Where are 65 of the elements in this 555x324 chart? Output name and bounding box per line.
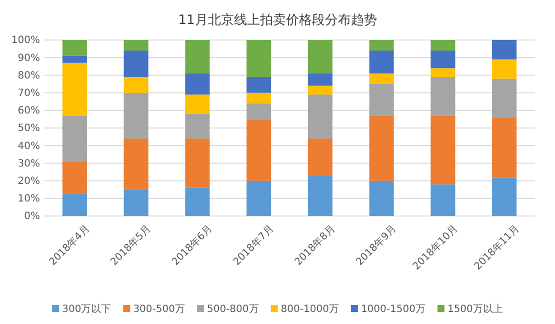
bar: [124, 50, 148, 77]
bar: [430, 184, 456, 216]
bar: [62, 116, 87, 162]
bar: [369, 180, 394, 216]
y-tick-label: 50%: [18, 123, 40, 134]
bar: [62, 40, 87, 56]
bar: [430, 50, 456, 68]
bar: [246, 40, 272, 77]
y-tick-label: 20%: [18, 176, 40, 187]
legend-label: 1000-1500万: [360, 304, 426, 315]
bar: [246, 180, 272, 216]
bar: [185, 73, 210, 95]
bar: [124, 190, 148, 216]
chart-title: 11月北京线上拍卖价格段分布趋势: [178, 13, 377, 28]
y-tick-label: 60%: [18, 106, 40, 117]
bar: [369, 40, 394, 51]
legend-label: 800-1000万: [280, 304, 339, 315]
bar: [492, 78, 517, 118]
y-tick-label: 0%: [24, 211, 40, 222]
bar: [308, 138, 332, 176]
bar: [308, 94, 332, 139]
bar: [185, 94, 210, 114]
bar: [492, 177, 517, 216]
legend-label: 500-800万: [206, 304, 259, 315]
bar: [62, 161, 87, 194]
y-tick-label: 100%: [11, 35, 40, 46]
legend-label: 300万以下: [62, 303, 112, 315]
bar: [369, 50, 394, 74]
bar: [492, 59, 517, 79]
bar: [62, 193, 87, 216]
y-tick-label: 30%: [18, 158, 40, 170]
y-tick-label: 10%: [18, 194, 40, 205]
bar: [492, 117, 517, 178]
bar: [369, 84, 394, 116]
bar: [62, 56, 87, 63]
bar: [185, 138, 210, 188]
bar: [246, 76, 272, 93]
y-tick-label: 80%: [18, 70, 40, 82]
bar: [308, 73, 332, 86]
legend-label: 1500万以上: [447, 303, 503, 315]
bar: [246, 103, 272, 120]
y-tick-label: 90%: [18, 52, 40, 64]
bar: [124, 40, 148, 51]
legend-label: 300-500万: [133, 304, 185, 315]
bar: [430, 68, 456, 77]
bar: [124, 138, 148, 190]
bar: [246, 119, 272, 181]
bar: [246, 92, 272, 104]
bar: [185, 40, 210, 74]
bar: [492, 40, 517, 60]
bar: [124, 92, 148, 139]
bar: [185, 188, 210, 216]
bar: [308, 40, 332, 74]
bar: [308, 86, 332, 95]
y-tick-label: 40%: [18, 140, 40, 152]
bar: [430, 40, 456, 51]
bar: [369, 116, 394, 181]
y-tick-label: 70%: [18, 88, 40, 99]
bar: [185, 114, 210, 139]
bar: [62, 62, 87, 116]
bar: [124, 76, 148, 93]
bar: [308, 176, 332, 216]
bar: [430, 116, 456, 184]
bar: [369, 73, 394, 84]
bar: [430, 76, 456, 116]
